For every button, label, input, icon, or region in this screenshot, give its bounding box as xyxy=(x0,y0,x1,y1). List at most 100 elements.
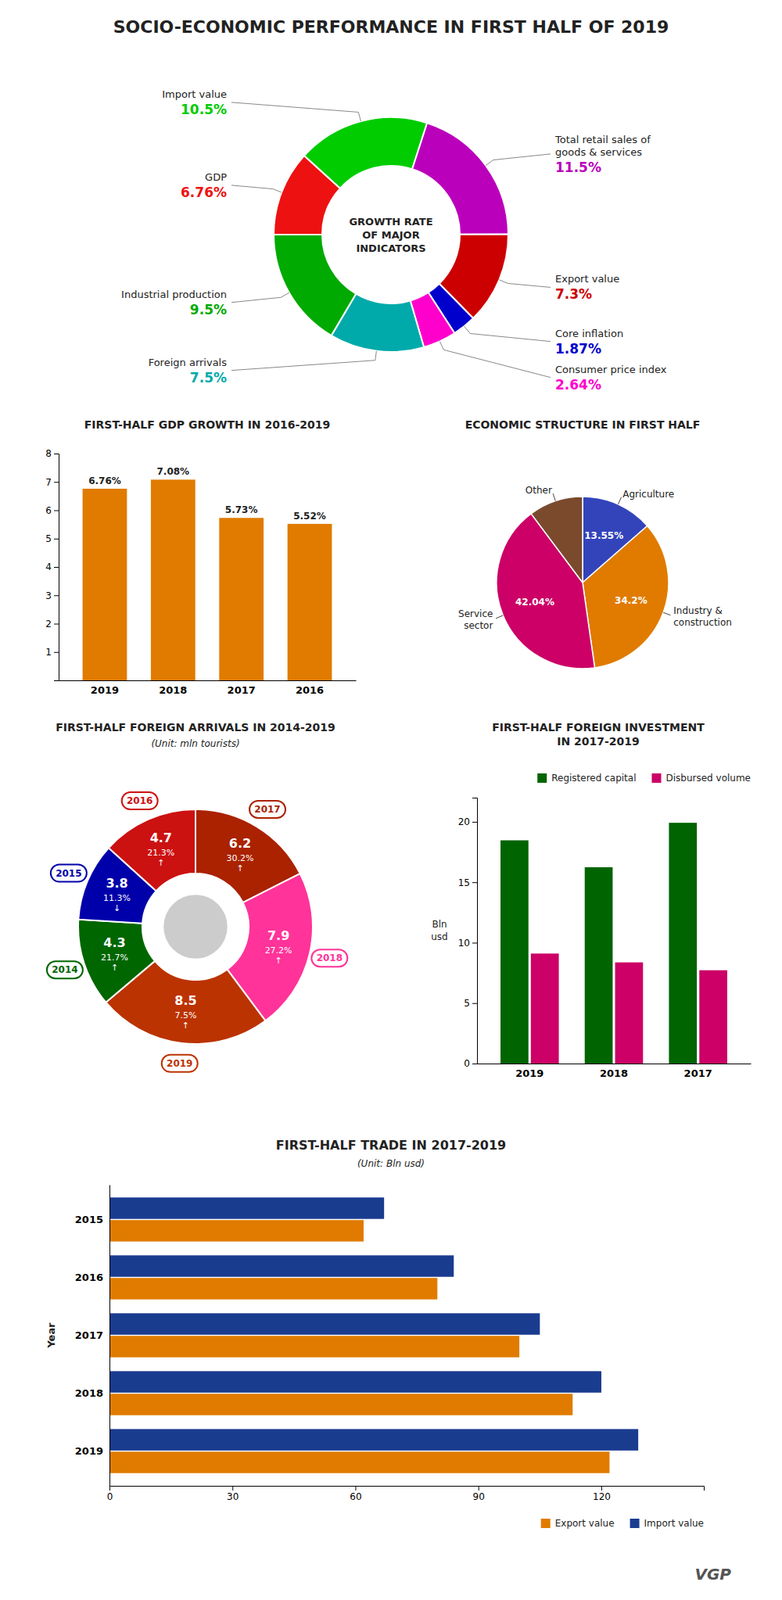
data-label: 9.5% xyxy=(190,301,227,318)
year-badge xyxy=(249,800,286,818)
tick-mark xyxy=(53,624,59,625)
text-line: 30.2% xyxy=(226,853,255,864)
data-label: 7.5% xyxy=(190,369,227,386)
year-badge xyxy=(50,864,87,883)
tick-mark xyxy=(355,1485,356,1491)
bar xyxy=(109,1312,540,1335)
axis-line xyxy=(110,1486,705,1492)
data-label: 7.08% xyxy=(157,466,191,478)
bar xyxy=(584,867,614,1064)
tick-label: 2017 xyxy=(75,1329,104,1342)
tick-label: 30 xyxy=(226,1491,239,1503)
tick: 30 xyxy=(226,1485,239,1503)
text-line: FIRST-HALF FOREIGN INVESTMENT xyxy=(491,721,705,734)
legend-label: Registered capital xyxy=(551,772,636,784)
tick-label: 2018 xyxy=(599,1067,628,1080)
axis: 0306090120 xyxy=(107,1485,705,1503)
tick: 3 xyxy=(45,590,59,602)
tick: 2018 xyxy=(599,1067,628,1080)
text-line: 11.5% xyxy=(555,159,602,176)
bar xyxy=(218,517,264,681)
category-label: Industrial production xyxy=(121,288,227,301)
series xyxy=(500,822,697,1064)
category-label: Other xyxy=(525,484,553,496)
change-label: 21.3%↑ xyxy=(147,847,175,869)
category-label: Export value xyxy=(555,272,620,285)
change-label: 27.2%↑ xyxy=(265,944,293,965)
legend-swatch xyxy=(541,1518,551,1529)
tick-label: 4 xyxy=(45,561,52,573)
text-line: Import value xyxy=(161,88,227,101)
text-line: VGP xyxy=(694,1564,732,1584)
legend: Export valueImport value xyxy=(541,1517,704,1529)
tick: 2017 xyxy=(75,1329,104,1342)
axis-line xyxy=(472,798,478,1065)
tick: 2015 xyxy=(75,1213,104,1226)
hub xyxy=(163,894,228,959)
category-label: Agriculture xyxy=(622,488,675,500)
text-line: Other xyxy=(525,484,553,496)
text-line: OF MAJOR xyxy=(362,229,420,241)
legend-label: Import value xyxy=(644,1517,704,1529)
leader-line xyxy=(231,292,290,302)
tick: 2017 xyxy=(227,684,256,696)
category-label: Foreign arrivals xyxy=(148,356,228,369)
axis: 2019 2018 2017 xyxy=(477,1064,752,1080)
infographic: SOCIO-ECONOMIC PERFORMANCE IN FIRST HALF… xyxy=(0,0,782,1600)
leader-line xyxy=(439,340,551,377)
data-label: 3.8 xyxy=(105,875,128,890)
text-line: 5.52% xyxy=(293,510,327,522)
year-badge xyxy=(46,961,83,979)
legend-item: Registered capital xyxy=(537,772,636,784)
tick: 2019 xyxy=(515,1067,544,1080)
axis-line xyxy=(59,680,357,682)
data-label: 5.73% xyxy=(225,504,259,516)
tick-label: 120 xyxy=(592,1491,611,1503)
text-line: FIRST-HALF GDP GROWTH IN 2016-2019 xyxy=(84,418,331,431)
tick: 4 xyxy=(45,561,59,573)
text-line: 21.3% xyxy=(147,847,175,858)
bar xyxy=(109,1370,602,1392)
data-label: 4.3 xyxy=(103,935,126,951)
chart-title: ECONOMIC STRUCTURE IN FIRST HALF xyxy=(465,418,701,431)
donut-slice xyxy=(304,117,427,189)
tick: 0 xyxy=(463,1058,478,1069)
leader-line xyxy=(485,154,551,166)
chart-title: FIRST-HALF FOREIGN ARRIVALS IN 2014-2019 xyxy=(55,721,336,734)
bar-chart: FIRST-HALF GDP GROWTH IN 2016-2019123456… xyxy=(45,418,356,696)
bar xyxy=(615,962,644,1064)
tick: 10 xyxy=(458,937,478,949)
bars xyxy=(82,479,333,681)
chart-title: FIRST-HALF FOREIGN INVESTMENTIN 2017-201… xyxy=(491,721,705,748)
category-label: 2017 xyxy=(254,803,280,815)
tick-label: 15 xyxy=(458,877,470,889)
data-label: 42.04% xyxy=(515,596,555,608)
tick: 5 xyxy=(463,997,478,1009)
category-label: Core inflation xyxy=(555,327,624,340)
text-line: 6.76% xyxy=(88,475,122,487)
legend-swatch xyxy=(630,1518,640,1529)
leader-line xyxy=(464,326,551,342)
data-label: 34.2% xyxy=(614,595,648,607)
leader-line xyxy=(231,102,361,122)
legend-swatch xyxy=(537,773,547,783)
leader-line xyxy=(498,279,551,288)
bar-chart: FIRST-HALF FOREIGN INVESTMENTIN 2017-201… xyxy=(430,721,751,1080)
tick: 0 xyxy=(107,1485,114,1503)
data-label: 5.52% xyxy=(293,510,327,522)
tick-label: 0 xyxy=(107,1491,114,1503)
data-label: 11.5% xyxy=(555,159,602,176)
tick: 2018 xyxy=(75,1387,104,1399)
tick: 2017 xyxy=(684,1067,713,1080)
chart-title: FIRST-HALF GDP GROWTH IN 2016-2019 xyxy=(84,418,331,431)
tick-mark xyxy=(472,1063,478,1065)
axis: 05101520 xyxy=(458,798,478,1070)
tick-label: 2016 xyxy=(75,1271,104,1284)
text-line: usd xyxy=(430,931,448,943)
tick-label: 10 xyxy=(458,937,470,949)
text-line: 5.73% xyxy=(225,504,259,516)
tick: 7 xyxy=(45,477,59,488)
text-line: 9.5% xyxy=(190,301,227,318)
tick-label: 2 xyxy=(45,618,52,630)
text-line: (Unit: mln tourists) xyxy=(150,738,240,750)
